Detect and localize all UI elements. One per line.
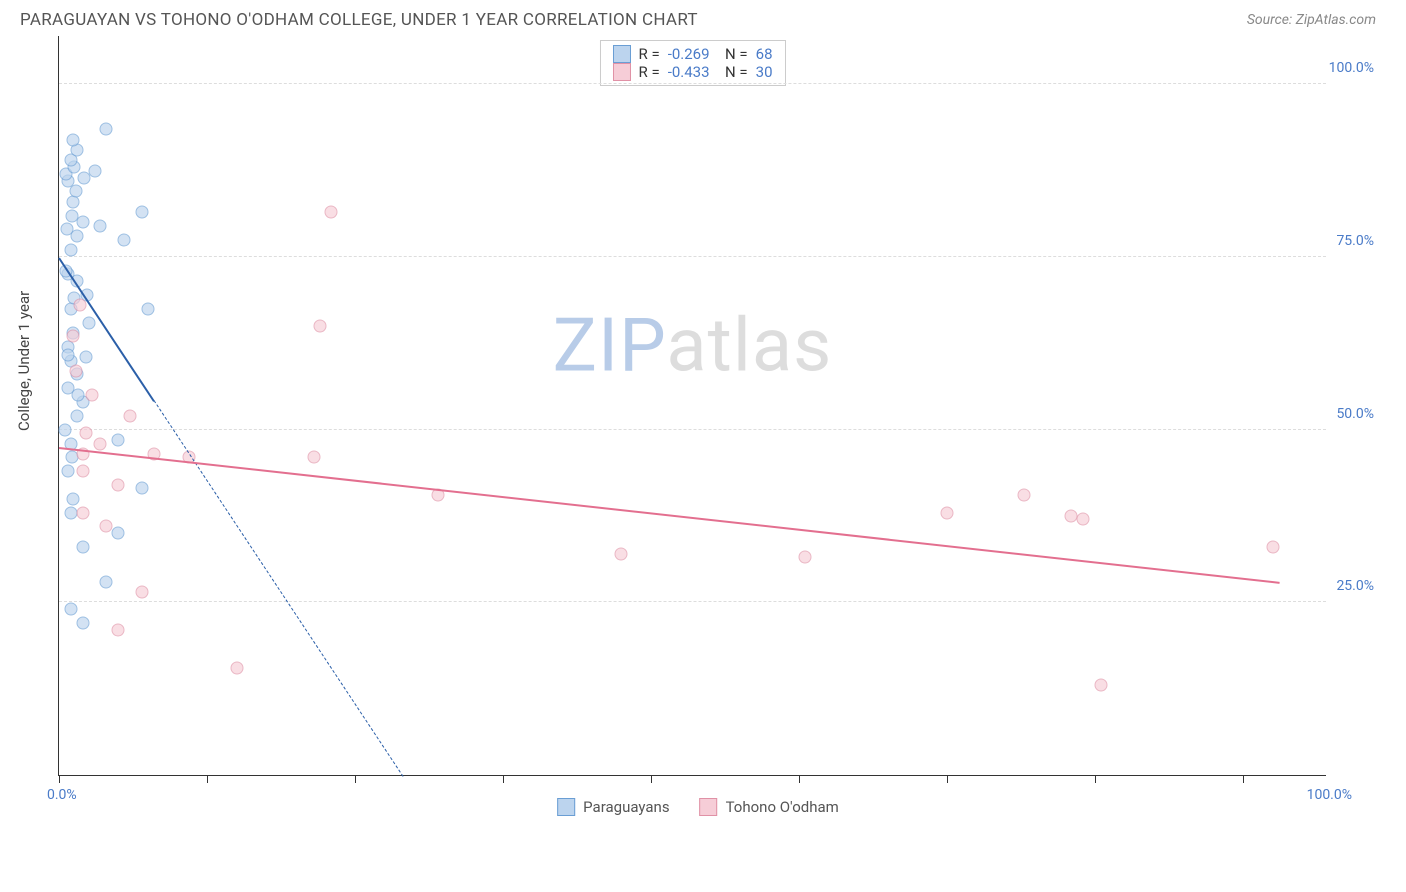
scatter-point	[135, 206, 148, 219]
x-tick	[1243, 775, 1244, 783]
legend-r-value: -0.269	[668, 45, 710, 63]
scatter-point	[67, 330, 80, 343]
series-legend-item: Paraguayans	[557, 798, 669, 816]
scatter-point	[325, 206, 338, 219]
scatter-point	[94, 219, 107, 232]
legend-rn-row: R = -0.433 N = 30	[612, 63, 772, 81]
scatter-point	[100, 123, 113, 136]
legend-n-value: 68	[756, 45, 773, 63]
scatter-point	[86, 389, 99, 402]
legend-swatch	[700, 798, 718, 816]
scatter-point	[112, 527, 125, 540]
x-axis-min-label: 0.0%	[47, 787, 77, 803]
scatter-point	[71, 389, 84, 402]
scatter-point	[94, 437, 107, 450]
scatter-point	[58, 423, 71, 436]
legend-r-label: R =	[638, 45, 659, 63]
scatter-point	[1077, 513, 1090, 526]
legend-n-value: 30	[756, 63, 773, 81]
scatter-point	[112, 478, 125, 491]
watermark: ZIPatlas	[553, 303, 833, 390]
legend-swatch	[612, 63, 630, 81]
scatter-point	[70, 409, 83, 422]
scatter-point	[64, 244, 77, 257]
legend-n-label: N =	[718, 63, 748, 81]
y-axis-label: College, Under 1 year	[15, 291, 33, 431]
scatter-point	[230, 661, 243, 674]
series-legend-label: Tohono O'odham	[726, 798, 839, 816]
scatter-point	[66, 209, 79, 222]
scatter-point	[1266, 541, 1279, 554]
scatter-point	[76, 216, 89, 229]
scatter-point	[124, 409, 137, 422]
legend-rn-row: R = -0.269 N = 68	[612, 45, 772, 63]
scatter-point	[112, 623, 125, 636]
plot-area: ZIPatlas R = -0.269 N = 68R = -0.433 N =…	[58, 36, 1326, 776]
chart-container: College, Under 1 year ZIPatlas R = -0.26…	[20, 36, 1376, 826]
scatter-point	[76, 617, 89, 630]
scatter-point	[62, 465, 75, 478]
scatter-point	[61, 223, 74, 236]
y-tick-label: 75.0%	[1336, 233, 1374, 249]
x-tick	[503, 775, 504, 783]
legend-r-value: -0.433	[668, 63, 710, 81]
scatter-point	[141, 302, 154, 315]
series-legend-label: Paraguayans	[583, 798, 669, 816]
y-tick-label: 100.0%	[1329, 60, 1374, 76]
x-axis-max-label: 100.0%	[1307, 787, 1352, 803]
scatter-point	[80, 351, 93, 364]
scatter-point	[313, 320, 326, 333]
x-tick	[207, 775, 208, 783]
gridline	[59, 429, 1326, 430]
scatter-point	[80, 427, 93, 440]
scatter-point	[74, 299, 87, 312]
correlation-legend: R = -0.269 N = 68R = -0.433 N = 30	[599, 40, 785, 86]
gridline	[59, 83, 1326, 84]
scatter-point	[76, 465, 89, 478]
scatter-point	[112, 434, 125, 447]
scatter-point	[100, 575, 113, 588]
scatter-point	[941, 506, 954, 519]
regression-line	[59, 447, 1280, 584]
scatter-point	[118, 233, 131, 246]
x-tick	[1095, 775, 1096, 783]
chart-source: Source: ZipAtlas.com	[1247, 12, 1376, 28]
scatter-point	[1018, 489, 1031, 502]
series-legend: Paraguayans Tohono O'odham	[557, 798, 839, 816]
scatter-point	[62, 349, 75, 362]
chart-title: PARAGUAYAN VS TOHONO O'ODHAM COLLEGE, UN…	[20, 10, 698, 30]
legend-n-label: N =	[718, 45, 748, 63]
legend-swatch	[612, 45, 630, 63]
x-tick	[651, 775, 652, 783]
scatter-point	[88, 164, 101, 177]
scatter-point	[67, 133, 80, 146]
scatter-point	[76, 541, 89, 554]
x-tick	[59, 775, 60, 783]
scatter-point	[1095, 679, 1108, 692]
x-tick	[947, 775, 948, 783]
scatter-point	[67, 492, 80, 505]
scatter-point	[69, 364, 82, 377]
scatter-point	[798, 551, 811, 564]
scatter-point	[615, 548, 628, 561]
x-tick	[355, 775, 356, 783]
regression-line	[153, 401, 403, 777]
x-tick	[799, 775, 800, 783]
series-legend-item: Tohono O'odham	[700, 798, 839, 816]
scatter-point	[64, 603, 77, 616]
gridline	[59, 256, 1326, 257]
scatter-point	[100, 520, 113, 533]
legend-r-label: R =	[638, 63, 659, 81]
scatter-point	[76, 506, 89, 519]
legend-swatch	[557, 798, 575, 816]
scatter-point	[135, 585, 148, 598]
y-tick-label: 50.0%	[1336, 406, 1374, 422]
y-tick-label: 25.0%	[1336, 578, 1374, 594]
scatter-point	[82, 316, 95, 329]
gridline	[59, 601, 1326, 602]
scatter-point	[135, 482, 148, 495]
scatter-point	[307, 451, 320, 464]
